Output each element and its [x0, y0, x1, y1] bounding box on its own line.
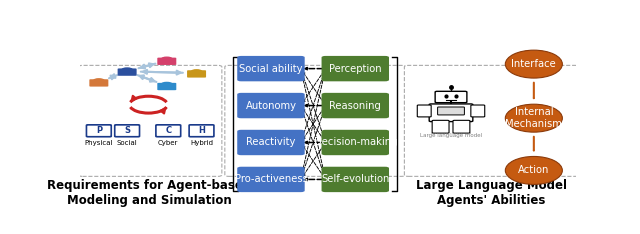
Text: Reactivity: Reactivity: [246, 138, 296, 147]
Text: Requirements for Agent-based
Modeling and Simulation: Requirements for Agent-based Modeling an…: [47, 179, 252, 207]
Circle shape: [161, 82, 172, 86]
Text: Autonomy: Autonomy: [246, 101, 296, 110]
Text: Social: Social: [116, 140, 138, 146]
Text: Internal
Mechanism: Internal Mechanism: [506, 107, 563, 129]
FancyBboxPatch shape: [438, 107, 465, 115]
FancyBboxPatch shape: [404, 65, 579, 176]
Text: Perception: Perception: [329, 64, 381, 74]
FancyBboxPatch shape: [187, 70, 206, 78]
Text: Action: Action: [518, 165, 550, 176]
Text: ■: ■: [121, 123, 133, 136]
FancyBboxPatch shape: [157, 83, 176, 90]
Ellipse shape: [506, 157, 563, 184]
FancyBboxPatch shape: [237, 93, 305, 118]
FancyBboxPatch shape: [79, 65, 222, 176]
FancyBboxPatch shape: [115, 125, 140, 137]
FancyBboxPatch shape: [237, 167, 305, 192]
Text: Physical: Physical: [84, 140, 113, 146]
FancyBboxPatch shape: [189, 125, 214, 137]
Text: H: H: [198, 126, 205, 135]
FancyBboxPatch shape: [225, 65, 405, 176]
FancyBboxPatch shape: [432, 120, 449, 133]
FancyBboxPatch shape: [321, 130, 389, 155]
FancyBboxPatch shape: [471, 105, 484, 117]
Circle shape: [191, 70, 202, 74]
Text: S: S: [124, 126, 130, 135]
FancyBboxPatch shape: [237, 130, 305, 155]
Circle shape: [161, 57, 172, 61]
Text: C: C: [165, 126, 172, 135]
Text: Hybrid: Hybrid: [190, 140, 213, 146]
Circle shape: [93, 79, 104, 83]
Text: Reasoning: Reasoning: [330, 101, 381, 110]
Text: Decision-making: Decision-making: [314, 138, 397, 147]
Text: ■: ■: [163, 123, 174, 136]
Text: Interface: Interface: [511, 59, 556, 69]
FancyBboxPatch shape: [429, 104, 473, 122]
Text: Pro-activeness: Pro-activeness: [234, 174, 307, 184]
FancyBboxPatch shape: [453, 120, 470, 133]
Text: Social ability: Social ability: [239, 64, 303, 74]
FancyBboxPatch shape: [237, 56, 305, 81]
Circle shape: [122, 68, 132, 72]
Text: Self-evolution: Self-evolution: [321, 174, 390, 184]
FancyBboxPatch shape: [118, 68, 136, 76]
Text: ■: ■: [93, 123, 105, 136]
FancyBboxPatch shape: [435, 91, 467, 103]
Text: P: P: [96, 126, 102, 135]
Text: ■: ■: [196, 123, 207, 136]
FancyBboxPatch shape: [321, 56, 389, 81]
FancyBboxPatch shape: [86, 125, 111, 137]
FancyBboxPatch shape: [90, 79, 108, 87]
Text: Large language model: Large language model: [420, 133, 482, 138]
Ellipse shape: [506, 104, 563, 132]
Ellipse shape: [506, 50, 563, 78]
FancyBboxPatch shape: [321, 93, 389, 118]
Text: Cyber: Cyber: [158, 140, 179, 146]
FancyBboxPatch shape: [156, 125, 180, 137]
FancyBboxPatch shape: [321, 167, 389, 192]
FancyBboxPatch shape: [157, 58, 176, 65]
FancyBboxPatch shape: [417, 105, 431, 117]
Text: Large Language Model
Agents' Abilities: Large Language Model Agents' Abilities: [416, 179, 567, 207]
